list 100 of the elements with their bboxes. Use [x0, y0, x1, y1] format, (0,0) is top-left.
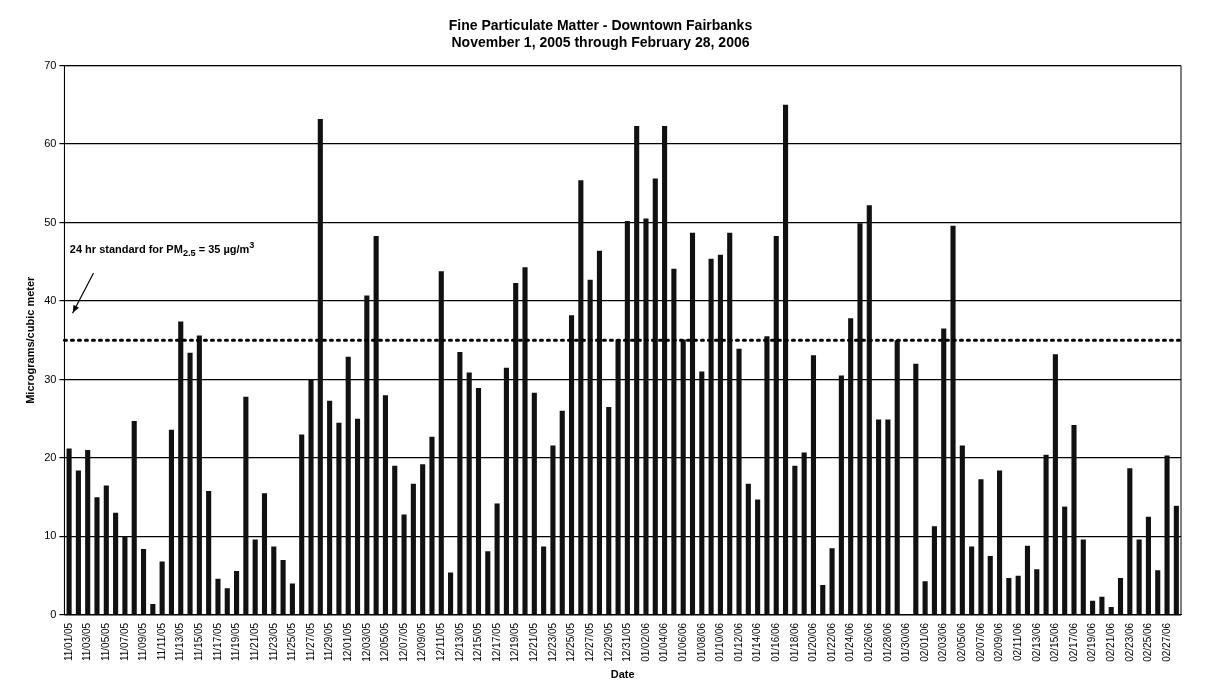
- bar: [429, 436, 435, 615]
- bar: [745, 483, 751, 615]
- bar: [345, 356, 351, 615]
- bar: [159, 561, 165, 615]
- x-tick-label: 01/30/06: [900, 622, 912, 662]
- bar: [838, 375, 844, 615]
- x-tick-label: 02/19/06: [1086, 622, 1098, 662]
- chart-subtitle: November 1, 2005 through February 28, 2006: [451, 34, 750, 51]
- bar: [1099, 596, 1105, 615]
- bar: [969, 546, 975, 615]
- bar: [922, 581, 928, 615]
- bar: [1090, 600, 1096, 615]
- bar: [336, 422, 342, 615]
- bar: [1080, 539, 1086, 615]
- bar: [522, 267, 528, 615]
- x-tick-label: 12/21/05: [528, 622, 540, 662]
- x-tick-label: 11/13/05: [174, 622, 186, 662]
- bar: [596, 250, 603, 615]
- x-tick-label: 12/29/05: [602, 622, 614, 662]
- bar: [75, 470, 81, 615]
- x-tick-label: 01/08/06: [695, 622, 707, 662]
- bar: [215, 578, 221, 615]
- bar: [1043, 454, 1049, 615]
- x-tick-label: 12/23/05: [546, 622, 558, 662]
- bar: [959, 445, 965, 615]
- x-tick-label: 01/22/06: [825, 622, 837, 662]
- bar: [708, 258, 714, 615]
- bar: [550, 445, 556, 615]
- bar: [894, 340, 900, 615]
- bar: [624, 220, 630, 615]
- bar: [997, 470, 1003, 615]
- x-tick-label: 11/11/05: [155, 622, 167, 661]
- x-tick-label: 02/11/06: [1011, 622, 1023, 662]
- bar: [801, 452, 807, 615]
- bar: [736, 348, 742, 615]
- bar: [1052, 354, 1058, 615]
- bar: [187, 352, 193, 615]
- bar: [680, 339, 686, 615]
- x-tick-label: 02/27/06: [1160, 622, 1172, 662]
- x-tick-label: 12/19/05: [509, 622, 521, 662]
- bar: [606, 406, 612, 615]
- bar: [1034, 569, 1040, 615]
- bar: [559, 410, 565, 615]
- x-tick-label: 01/14/06: [751, 622, 763, 662]
- x-tick-label: 11/21/05: [248, 622, 260, 662]
- bar: [113, 512, 119, 615]
- bar: [224, 588, 230, 615]
- bar: [234, 570, 240, 615]
- bar: [261, 493, 268, 615]
- bar: [755, 499, 761, 615]
- bar: [354, 418, 361, 615]
- x-tick-label: 01/10/06: [714, 622, 726, 662]
- bar: [699, 371, 705, 615]
- bar: [634, 126, 640, 615]
- x-tick-label: 11/17/05: [211, 622, 223, 662]
- y-tick-label: 60: [44, 137, 57, 150]
- x-axis-title: Date: [610, 668, 635, 681]
- x-tick-label: 02/07/06: [974, 622, 986, 662]
- bar: [531, 392, 537, 615]
- x-tick-label: 02/05/06: [956, 622, 968, 662]
- bar: [206, 490, 212, 615]
- x-tick-label: 11/23/05: [267, 622, 279, 662]
- bar: [1127, 468, 1133, 615]
- bar: [1136, 539, 1142, 615]
- bar: [485, 551, 491, 615]
- x-tick-label: 02/17/06: [1067, 622, 1079, 662]
- bar: [978, 479, 984, 615]
- x-tick-label: 11/27/05: [304, 622, 316, 662]
- x-tick-label: 01/06/06: [676, 622, 688, 662]
- bar: [196, 335, 202, 615]
- bar: [1024, 545, 1031, 615]
- bar: [578, 180, 584, 615]
- bar: [1006, 577, 1012, 615]
- bar: [85, 450, 91, 615]
- y-tick-label: 70: [44, 58, 57, 71]
- bar: [457, 352, 463, 615]
- x-tick-label: 01/24/06: [844, 622, 856, 662]
- x-tick-label: 11/25/05: [286, 622, 298, 662]
- bar: [1117, 577, 1124, 615]
- bar: [373, 235, 379, 615]
- bar: [820, 585, 826, 615]
- bar: [727, 232, 733, 615]
- y-tick-label: 50: [44, 215, 57, 228]
- bar: [150, 603, 156, 615]
- bar: [1164, 455, 1170, 615]
- bar: [317, 118, 323, 615]
- x-tick-label: 12/31/05: [621, 622, 633, 662]
- bar: [475, 388, 482, 615]
- ref-line-label: 24 hr standard for PM$_{2.5}$ = 35 µg/m$^{3}$: [68, 239, 256, 261]
- x-tick-label: 02/15/06: [1049, 622, 1061, 662]
- x-tick-label: 01/04/06: [658, 622, 670, 662]
- x-tick-label: 01/18/06: [788, 622, 800, 662]
- bar: [243, 396, 249, 615]
- bar: [913, 363, 919, 615]
- x-tick-label: 02/03/06: [937, 622, 949, 662]
- bar: [494, 503, 500, 615]
- x-tick-label: 12/09/05: [416, 622, 428, 662]
- bar: [876, 419, 882, 615]
- bar: [1173, 505, 1179, 615]
- bar: [541, 546, 547, 615]
